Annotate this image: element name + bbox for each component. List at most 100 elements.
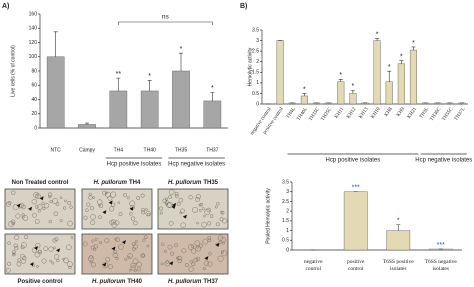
cell bbox=[37, 209, 41, 213]
x-tick-label: KH10 bbox=[371, 107, 382, 120]
cell bbox=[198, 243, 203, 248]
bar bbox=[172, 70, 190, 129]
cell bbox=[31, 212, 37, 218]
panel-label: A) bbox=[2, 3, 9, 10]
cell bbox=[198, 209, 202, 212]
cell bbox=[178, 198, 183, 203]
x-tick-label: negative control bbox=[304, 259, 323, 272]
cell bbox=[127, 253, 133, 259]
cell bbox=[41, 258, 47, 264]
cell bbox=[11, 250, 16, 255]
arrowhead bbox=[129, 206, 134, 211]
cell bbox=[206, 207, 211, 213]
error-bar bbox=[147, 79, 152, 91]
error-bar bbox=[396, 224, 401, 231]
y-tick-label: 3 bbox=[256, 38, 259, 44]
micrograph-label: H. pullorum TH35 bbox=[168, 180, 219, 186]
y-axis-label: Live cells (% of control) bbox=[10, 45, 16, 97]
cell bbox=[207, 221, 212, 226]
cell bbox=[6, 201, 11, 207]
x-tick-label: TH40 bbox=[144, 147, 156, 153]
cell bbox=[136, 261, 142, 268]
cell bbox=[190, 248, 197, 254]
cell bbox=[98, 203, 104, 208]
cell bbox=[134, 240, 138, 244]
cell bbox=[54, 237, 59, 242]
arrowhead bbox=[171, 204, 176, 209]
cell bbox=[189, 259, 194, 264]
cell bbox=[159, 211, 163, 215]
significance: * bbox=[339, 72, 342, 79]
cell bbox=[136, 267, 141, 272]
bar bbox=[397, 63, 405, 105]
bar bbox=[300, 95, 308, 105]
significance: * bbox=[211, 85, 214, 92]
x-tick-label: KH13 bbox=[358, 107, 369, 120]
cell bbox=[217, 255, 224, 262]
cell bbox=[88, 195, 93, 200]
cell bbox=[20, 253, 25, 259]
cell bbox=[64, 199, 67, 203]
cell bbox=[188, 243, 195, 250]
cell bbox=[42, 206, 46, 211]
cell bbox=[113, 250, 117, 254]
arrowhead bbox=[204, 256, 209, 261]
group-label: Hcp positive isolates bbox=[107, 162, 162, 168]
cell bbox=[130, 265, 136, 271]
cell bbox=[91, 262, 97, 268]
cell bbox=[90, 220, 96, 226]
arrowhead bbox=[108, 200, 113, 205]
cell bbox=[111, 222, 118, 228]
cell bbox=[35, 205, 39, 209]
error-bar bbox=[53, 31, 58, 57]
error-bar bbox=[411, 46, 416, 51]
cell bbox=[179, 211, 183, 215]
y-tick-label: 2 bbox=[286, 208, 289, 214]
arrowhead bbox=[56, 248, 61, 253]
cell bbox=[49, 259, 52, 263]
cell bbox=[98, 215, 102, 219]
cell bbox=[174, 191, 179, 196]
cell bbox=[41, 201, 45, 205]
cell bbox=[133, 269, 137, 273]
cell bbox=[203, 214, 206, 218]
cell bbox=[85, 208, 89, 213]
cell bbox=[130, 262, 136, 268]
cell bbox=[128, 269, 132, 272]
cell bbox=[65, 244, 72, 251]
bar bbox=[343, 191, 368, 251]
cell bbox=[195, 197, 200, 202]
cell bbox=[129, 211, 133, 216]
bracket bbox=[118, 21, 213, 25]
x-tick-label: KH11 bbox=[334, 107, 345, 120]
cell bbox=[118, 212, 123, 217]
cell bbox=[70, 236, 74, 239]
cell bbox=[110, 191, 117, 198]
strain: TH37 bbox=[203, 279, 218, 285]
cell bbox=[165, 260, 170, 264]
error-bar bbox=[302, 93, 307, 96]
cell bbox=[53, 211, 59, 217]
cell bbox=[218, 241, 222, 245]
micrograph-label: H. pullorum TH37 bbox=[168, 279, 219, 285]
x-tick-label: TH37L bbox=[454, 107, 467, 122]
significance: *** bbox=[352, 185, 360, 192]
y-tick-label: 40 bbox=[31, 97, 37, 103]
cell bbox=[90, 245, 95, 250]
cell bbox=[136, 196, 141, 200]
cell bbox=[180, 222, 186, 228]
cell bbox=[31, 247, 38, 253]
cell bbox=[114, 237, 118, 241]
cell bbox=[89, 206, 94, 211]
label-text: Positive control bbox=[17, 279, 62, 285]
cell bbox=[219, 217, 224, 222]
cell bbox=[124, 257, 128, 261]
cell bbox=[89, 260, 93, 264]
error-bar bbox=[210, 92, 215, 101]
cell bbox=[141, 210, 146, 215]
cell bbox=[202, 238, 209, 245]
cell bbox=[115, 237, 120, 243]
cell bbox=[140, 207, 145, 212]
arrowhead bbox=[182, 214, 187, 219]
x-tick-label: T6SS negative isolates bbox=[425, 259, 458, 272]
